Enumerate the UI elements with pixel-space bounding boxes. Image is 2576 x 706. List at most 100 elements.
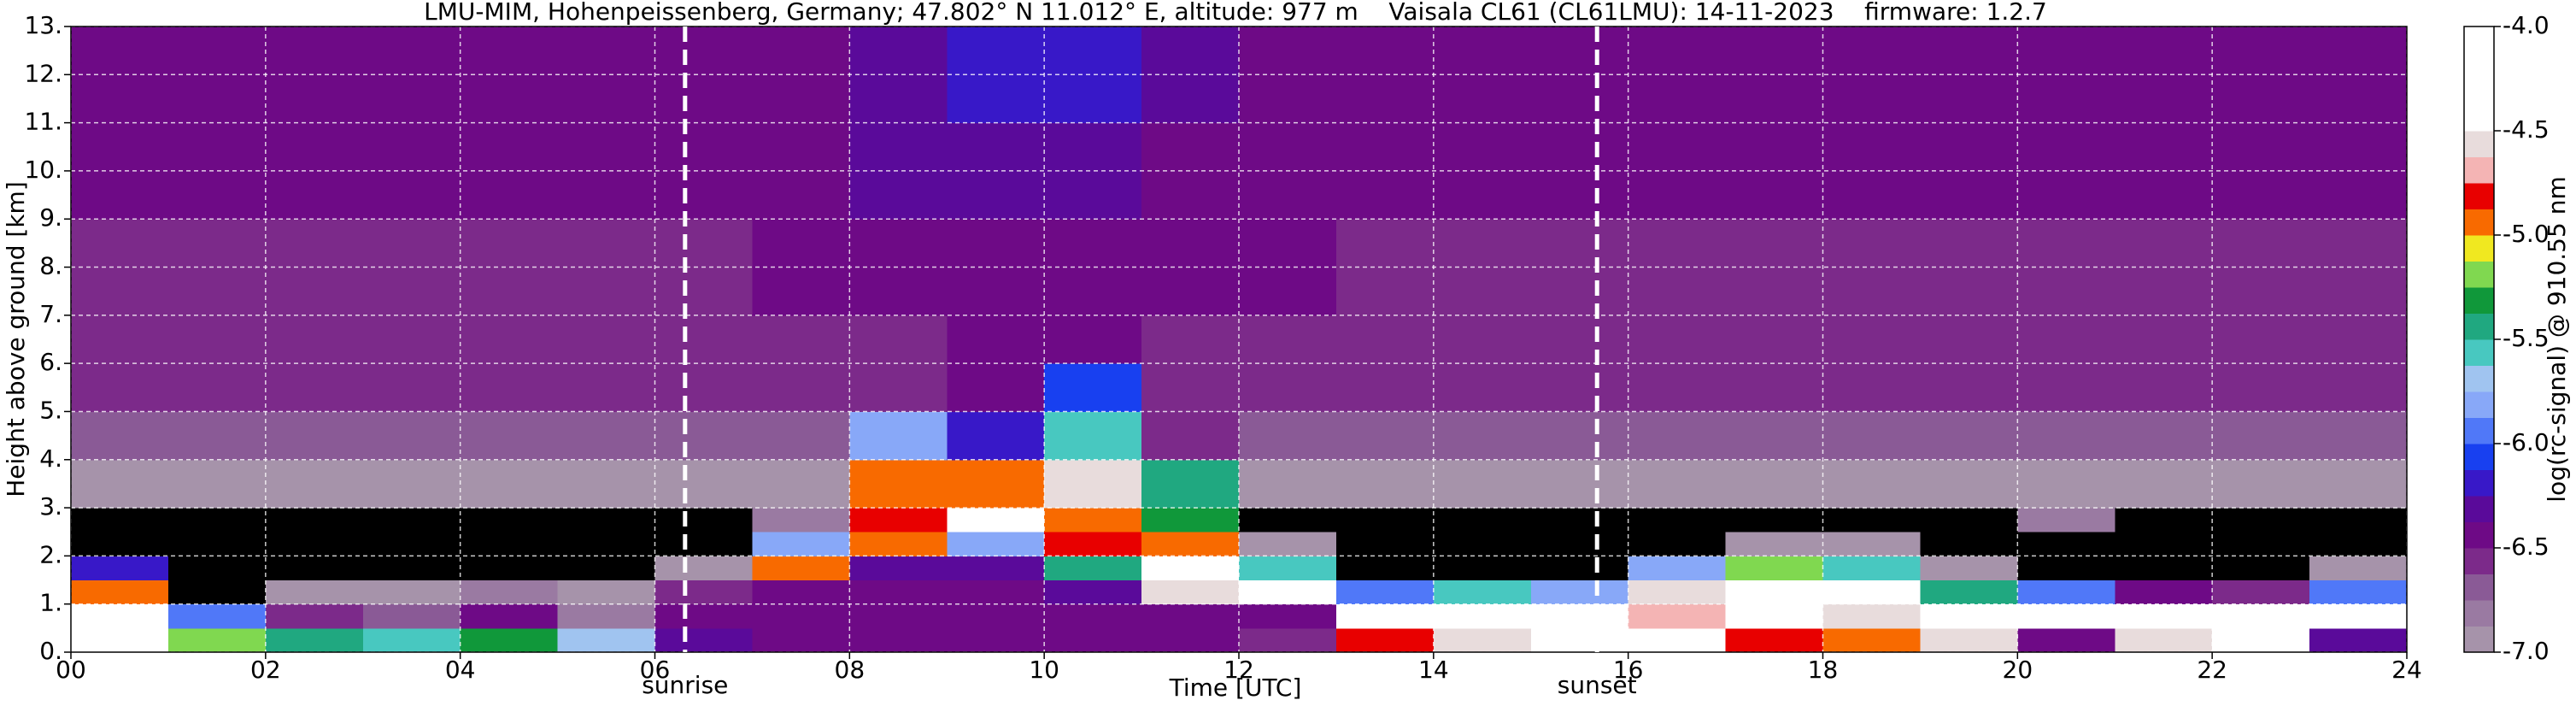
heatmap-cell — [460, 532, 559, 556]
heatmap-cell — [1725, 315, 1823, 364]
heatmap-cell — [265, 556, 364, 581]
heatmap-cell — [167, 459, 267, 509]
heatmap-cell — [1044, 556, 1142, 581]
colorbar-tick-label: -5.5 — [2503, 324, 2550, 352]
heatmap-cell — [752, 508, 850, 532]
colorbar-tick-label: -4.0 — [2503, 11, 2550, 39]
x-tick-label: 10 — [1029, 656, 1059, 684]
heatmap-cell — [2115, 508, 2213, 532]
colorbar-tick-label: -5.0 — [2503, 220, 2550, 248]
heatmap-cell — [460, 627, 559, 653]
colorbar-segment — [2464, 339, 2494, 366]
heatmap-cell — [654, 459, 753, 509]
heatmap-cell — [265, 459, 364, 509]
heatmap-cell — [1822, 411, 1921, 461]
y-tick-label: 4. — [39, 444, 62, 473]
heatmap-cell — [1725, 411, 1823, 461]
heatmap-cell — [167, 532, 267, 556]
heatmap-cell — [71, 411, 169, 461]
heatmap-cell — [654, 627, 753, 653]
y-tick-label: 11. — [24, 108, 62, 136]
heatmap-cell — [2115, 603, 2213, 629]
heatmap-cell — [1822, 532, 1921, 556]
heatmap-cell — [654, 556, 753, 581]
y-tick-label: 2. — [39, 540, 62, 568]
heatmap-cell — [2309, 580, 2408, 605]
heatmap-cell — [1628, 580, 1727, 605]
colorbar-segment — [2464, 469, 2494, 497]
heatmap-cell — [2017, 315, 2115, 364]
y-tick-label: 12. — [24, 59, 62, 87]
heatmap-cell — [1822, 580, 1921, 605]
heatmap-cell — [2309, 459, 2408, 509]
heatmap-cell — [2212, 508, 2310, 532]
heatmap-cell — [1239, 315, 1337, 364]
heatmap-cell — [1335, 603, 1435, 629]
heatmap-cell — [947, 315, 1045, 364]
heatmap-cell — [167, 363, 267, 412]
heatmap-cell — [265, 363, 364, 412]
heatmap-cell — [1044, 580, 1142, 605]
heatmap-cell — [557, 603, 655, 629]
heatmap-cell — [752, 459, 850, 509]
heatmap-cell — [71, 627, 169, 653]
heatmap-cell — [2212, 627, 2310, 653]
heatmap-cell — [1141, 315, 1240, 364]
heatmap-cell — [752, 411, 850, 461]
heatmap-cell — [2115, 532, 2213, 556]
colorbar-segment — [2464, 183, 2494, 209]
heatmap-cell — [1725, 363, 1823, 412]
heatmap-cell — [1822, 627, 1921, 653]
colorbar-segment — [2464, 156, 2494, 184]
heatmap-cell — [2017, 363, 2115, 412]
heatmap-cell — [654, 580, 753, 605]
heatmap-cell — [167, 580, 267, 605]
heatmap-cell — [947, 627, 1045, 653]
heatmap-cell — [654, 411, 753, 461]
heatmap-cell — [1530, 363, 1629, 412]
x-tick-label: 14 — [1418, 656, 1449, 684]
heatmap-cell — [167, 315, 267, 364]
heatmap-cell — [947, 532, 1045, 556]
x-tick-label: 16 — [1613, 656, 1644, 684]
heatmap-cell — [849, 411, 948, 461]
heatmap-cell — [1628, 315, 1727, 364]
heatmap-cell — [71, 315, 169, 364]
heatmap-cell — [1725, 603, 1823, 629]
heatmap-cell — [362, 363, 461, 412]
heatmap-cell — [752, 603, 850, 629]
x-tick-label: 08 — [835, 656, 866, 684]
heatmap-cell — [1433, 603, 1532, 629]
colorbar-segment — [2464, 496, 2494, 522]
heatmap-cell — [1335, 580, 1435, 605]
colorbar-segment — [2464, 235, 2494, 262]
heatmap-cell — [71, 603, 169, 629]
heatmap-cell — [2309, 603, 2408, 629]
x-tick-label: 18 — [1808, 656, 1839, 684]
x-tick-label: 22 — [2197, 656, 2227, 684]
heatmap-cell — [1530, 627, 1629, 653]
heatmap-cell — [1530, 603, 1629, 629]
colorbar-segment — [2464, 600, 2494, 627]
heatmap-cell — [1725, 508, 1823, 532]
x-tick-label: 06 — [640, 656, 671, 684]
colorbar-segment — [2464, 521, 2494, 549]
heatmap-cell — [1335, 315, 1435, 364]
heatmap-cell — [2212, 411, 2310, 461]
y-tick-label: 13. — [24, 11, 62, 39]
heatmap-cell — [2212, 363, 2310, 412]
heatmap-cell — [1044, 459, 1142, 509]
heatmap-cell — [1141, 627, 1240, 653]
heatmap — [71, 26, 2408, 653]
heatmap-cell — [167, 556, 267, 581]
y-tick-label: 0. — [39, 637, 62, 665]
heatmap-cell — [1433, 315, 1532, 364]
heatmap-cell — [1530, 556, 1629, 581]
colorbar-label: log(rc-signal) @ 910.55 nm — [2543, 176, 2571, 502]
heatmap-cell — [557, 363, 655, 412]
heatmap-cell — [1530, 508, 1629, 532]
heatmap-cell — [1044, 315, 1142, 364]
heatmap-cell — [752, 532, 850, 556]
colorbar-segment — [2464, 391, 2494, 418]
heatmap-cell — [460, 459, 559, 509]
